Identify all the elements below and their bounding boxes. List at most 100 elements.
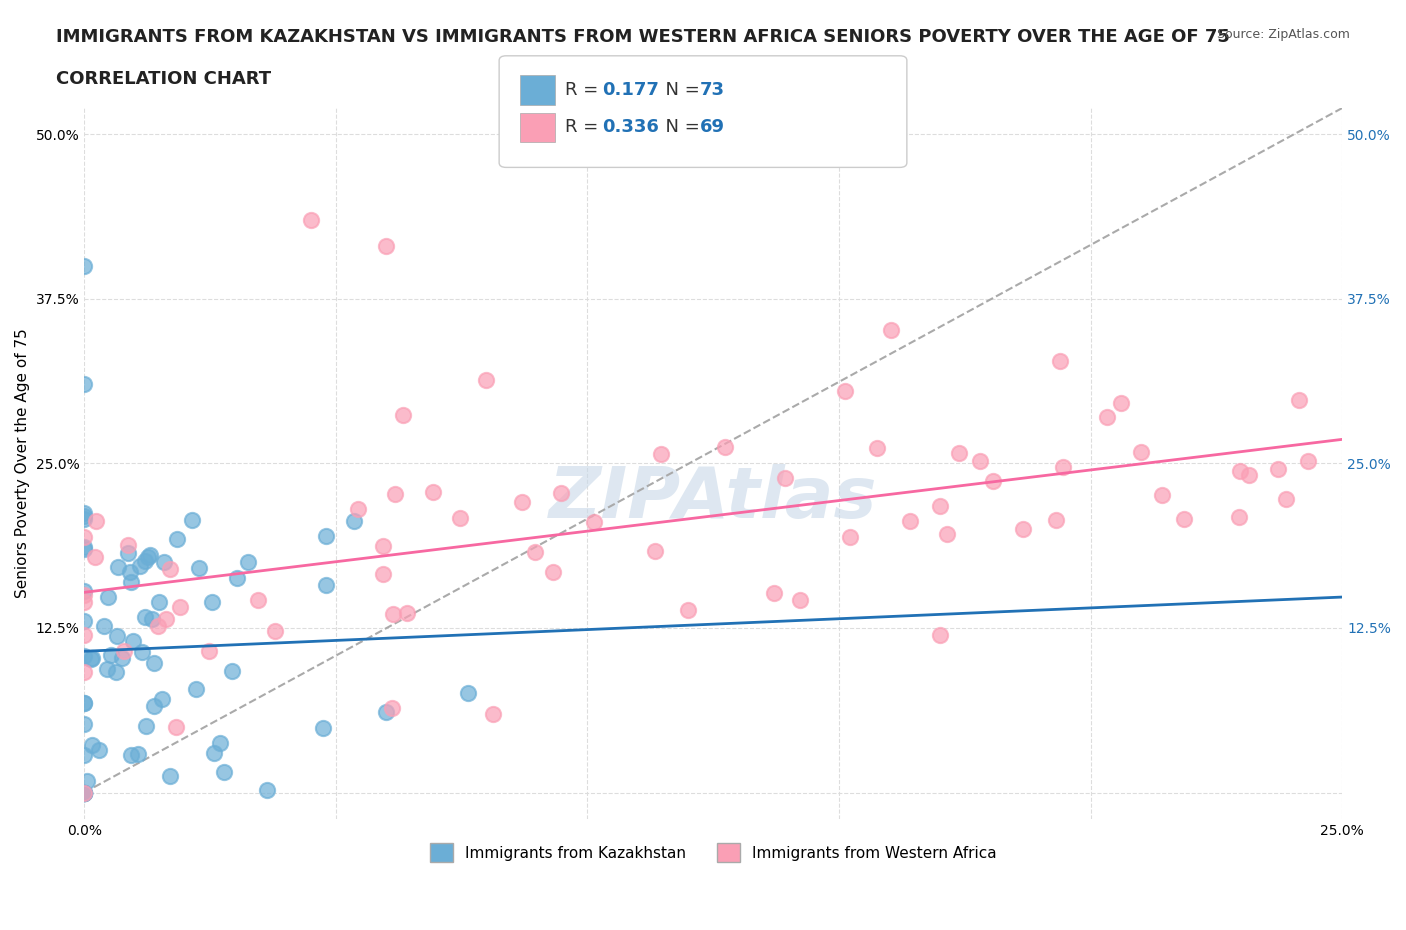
Point	[212, 765, 235, 780]
Point	[117, 545, 139, 560]
Point	[1173, 512, 1195, 526]
Point	[73, 588, 96, 603]
Point	[73, 696, 96, 711]
Text: Source: ZipAtlas.com: Source: ZipAtlas.com	[1216, 28, 1350, 41]
Point	[312, 720, 335, 735]
Text: N =: N =	[654, 81, 706, 100]
Point	[475, 373, 498, 388]
Point	[395, 605, 418, 620]
Point	[73, 583, 96, 598]
Point	[384, 486, 406, 501]
Point	[457, 685, 479, 700]
Text: 73: 73	[700, 81, 725, 100]
Point	[159, 562, 181, 577]
Point	[1052, 459, 1074, 474]
Point	[543, 565, 565, 579]
Point	[73, 377, 96, 392]
Point	[315, 578, 337, 592]
Point	[165, 719, 187, 734]
Point	[76, 774, 98, 789]
Point	[981, 473, 1004, 488]
Point	[150, 691, 173, 706]
Point	[382, 606, 405, 621]
Point	[202, 746, 225, 761]
Point	[112, 644, 135, 658]
Point	[1152, 488, 1174, 503]
Point	[127, 747, 149, 762]
Point	[134, 553, 156, 568]
Point	[197, 644, 219, 658]
Point	[834, 383, 856, 398]
Point	[928, 498, 950, 513]
Point	[73, 594, 96, 609]
Point	[73, 785, 96, 800]
Point	[880, 323, 903, 338]
Point	[131, 644, 153, 659]
Point	[550, 485, 572, 500]
Text: CORRELATION CHART: CORRELATION CHART	[56, 70, 271, 87]
Point	[1237, 468, 1260, 483]
Point	[181, 512, 204, 527]
Point	[375, 705, 398, 720]
Point	[73, 785, 96, 800]
Point	[187, 561, 209, 576]
Point	[789, 592, 811, 607]
Point	[146, 618, 169, 633]
Point	[422, 485, 444, 500]
Point	[153, 554, 176, 569]
Point	[87, 742, 110, 757]
Point	[449, 511, 471, 525]
Point	[246, 592, 269, 607]
Point	[73, 717, 96, 732]
Point	[134, 609, 156, 624]
Point	[969, 454, 991, 469]
Point	[143, 656, 166, 671]
Point	[1095, 409, 1118, 424]
Point	[105, 629, 128, 644]
Point	[128, 559, 150, 574]
Point	[73, 747, 96, 762]
Text: IMMIGRANTS FROM KAZAKHSTAN VS IMMIGRANTS FROM WESTERN AFRICA SENIORS POVERTY OVE: IMMIGRANTS FROM KAZAKHSTAN VS IMMIGRANTS…	[56, 28, 1230, 46]
Point	[148, 594, 170, 609]
Point	[117, 538, 139, 552]
Point	[238, 554, 260, 569]
Point	[676, 603, 699, 618]
Point	[84, 550, 107, 565]
Text: 0.177: 0.177	[602, 81, 658, 100]
Point	[135, 718, 157, 733]
Point	[948, 445, 970, 460]
Point	[264, 623, 287, 638]
Point	[73, 539, 96, 554]
Text: 69: 69	[700, 118, 725, 137]
Point	[136, 550, 159, 565]
Point	[650, 446, 672, 461]
Point	[82, 651, 104, 666]
Point	[159, 769, 181, 784]
Point	[107, 560, 129, 575]
Point	[1267, 461, 1289, 476]
Point	[524, 545, 547, 560]
Point	[1049, 353, 1071, 368]
Point	[762, 586, 785, 601]
Point	[141, 611, 163, 626]
Point	[184, 682, 207, 697]
Point	[73, 785, 96, 800]
Point	[1296, 454, 1319, 469]
Point	[371, 567, 394, 582]
Point	[1129, 445, 1152, 460]
Point	[73, 648, 96, 663]
Point	[1227, 510, 1250, 525]
Text: R =: R =	[565, 81, 605, 100]
Point	[73, 530, 96, 545]
Point	[928, 628, 950, 643]
Point	[73, 785, 96, 800]
Point	[225, 570, 247, 585]
Point	[73, 512, 96, 526]
Point	[97, 590, 120, 604]
Point	[73, 541, 96, 556]
Point	[111, 651, 134, 666]
Point	[73, 259, 96, 273]
Point	[1229, 463, 1251, 478]
Point	[73, 696, 96, 711]
Point	[373, 538, 395, 553]
